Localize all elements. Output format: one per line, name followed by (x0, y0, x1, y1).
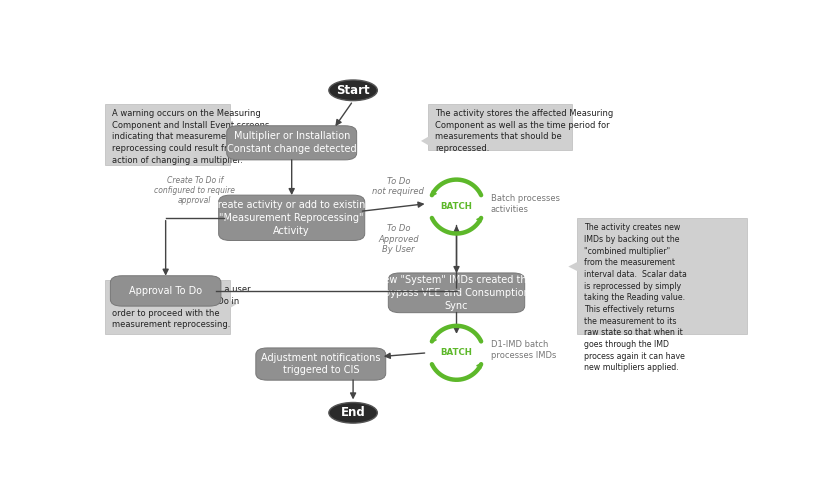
Polygon shape (227, 139, 237, 150)
FancyBboxPatch shape (428, 104, 572, 150)
Text: D1-IMD batch
processes IMDs: D1-IMD batch processes IMDs (490, 340, 556, 360)
Polygon shape (568, 261, 580, 272)
Text: Multiplier or Installation
Constant change detected: Multiplier or Installation Constant chan… (227, 131, 356, 154)
Text: Approval To Do: Approval To Do (129, 286, 202, 296)
FancyBboxPatch shape (227, 126, 357, 160)
Text: Batch processes
activities: Batch processes activities (490, 194, 560, 214)
FancyBboxPatch shape (256, 348, 386, 380)
Polygon shape (421, 135, 430, 147)
Text: Create To Do if
configured to require
approval: Create To Do if configured to require ap… (154, 176, 235, 206)
Text: New "System" IMDs created that
bypass VEE and Consumption
Sync: New "System" IMDs created that bypass VE… (376, 275, 537, 311)
FancyBboxPatch shape (110, 276, 221, 306)
FancyBboxPatch shape (105, 104, 229, 165)
Polygon shape (227, 299, 237, 310)
Text: Create activity or add to existing
"Measurement Reprocessing"
Activity: Create activity or add to existing "Meas… (212, 200, 372, 236)
FancyBboxPatch shape (105, 280, 229, 334)
Text: BATCH: BATCH (440, 348, 472, 357)
Text: The activity creates new
IMDs by backing out the
"combined multiplier"
from the : The activity creates new IMDs by backing… (584, 224, 686, 373)
FancyBboxPatch shape (577, 218, 746, 334)
Text: Adjustment notifications
triggered to CIS: Adjustment notifications triggered to CI… (261, 353, 380, 375)
Text: To Do
Approved
By User: To Do Approved By User (378, 224, 419, 254)
Text: The activity stores the affected Measuring
Component as well as the time period : The activity stores the affected Measuri… (435, 109, 614, 153)
FancyBboxPatch shape (389, 273, 525, 313)
Text: Start: Start (336, 84, 370, 97)
Text: End: End (341, 406, 365, 419)
Text: A warning occurs on the Measuring
Component and Install Event screens
indicating: A warning occurs on the Measuring Compon… (112, 109, 269, 165)
Text: If configured for approval, a user
will need to close this To Do in
order to pro: If configured for approval, a user will … (112, 285, 251, 329)
Text: BATCH: BATCH (440, 202, 472, 211)
FancyBboxPatch shape (219, 195, 364, 241)
Text: To Do
not required: To Do not required (373, 177, 425, 196)
Ellipse shape (329, 80, 377, 101)
Ellipse shape (329, 402, 377, 423)
